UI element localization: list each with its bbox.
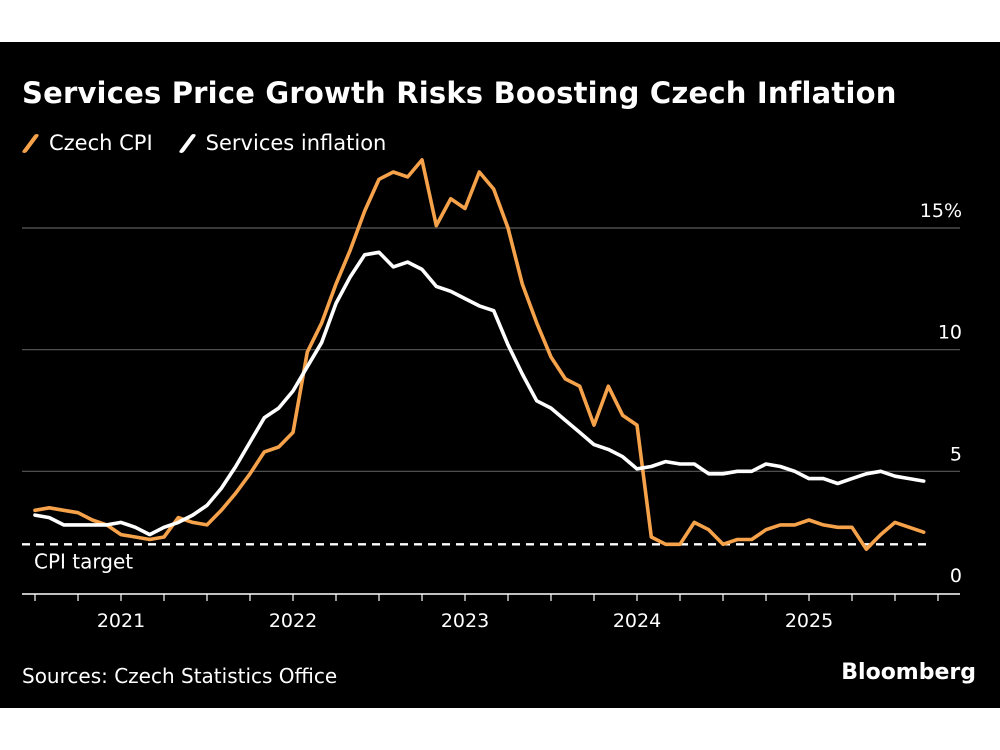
legend-label-services-inflation: Services inflation	[205, 131, 387, 155]
y-tick-label: 0	[950, 565, 962, 587]
y-tick-label: 5	[950, 443, 962, 465]
y-tick-label: 15%	[920, 200, 962, 222]
legend: Czech CPI Services inflation	[21, 128, 412, 158]
cpi-target-reference: CPI target	[22, 543, 930, 573]
legend-label-czech-cpi: Czech CPI	[49, 131, 153, 155]
series-line-services-inflation	[33, 250, 926, 537]
source-note: Sources: Czech Statistics Office	[22, 664, 338, 688]
chart-title: Services Price Growth Risks Boosting Cze…	[22, 76, 897, 110]
y-tick-label: 10	[938, 322, 962, 344]
x-tick-label: 2024	[613, 610, 661, 632]
legend-item-czech-cpi: Czech CPI	[21, 131, 153, 155]
chart-panel	[0, 42, 1000, 708]
series-lines	[33, 158, 926, 552]
gridlines	[22, 227, 960, 472]
bloomberg-logo: Bloomberg	[841, 660, 976, 685]
x-tick-label: 2023	[441, 610, 489, 632]
x-tick-label: 2025	[785, 610, 833, 632]
cpi-target-label: CPI target	[34, 549, 133, 573]
legend-item-services-inflation: Services inflation	[178, 131, 387, 155]
x-axis: 2021 2022 2023 2024 2025	[22, 593, 960, 632]
series-line-czech-cpi	[33, 158, 926, 552]
y-axis: 0 5 10 15%	[920, 200, 962, 587]
x-tick-label: 2022	[269, 610, 317, 632]
x-tick-label: 2021	[97, 610, 145, 632]
